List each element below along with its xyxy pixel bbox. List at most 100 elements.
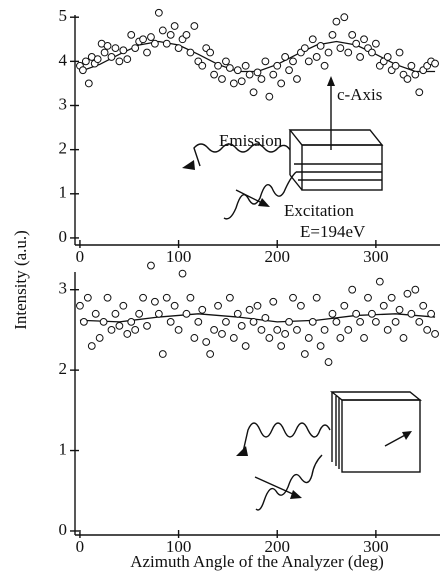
data-point [119, 301, 128, 310]
data-point [162, 293, 171, 302]
data-point [395, 48, 404, 57]
data-point [371, 39, 380, 48]
data-point [166, 317, 175, 326]
data-point [316, 42, 325, 50]
y-tick-label: 1 [59, 439, 68, 458]
data-point [383, 326, 392, 334]
data-point [340, 13, 349, 22]
x-tick-label: 100 [166, 537, 192, 556]
fit-line [79, 313, 436, 323]
data-point [352, 309, 361, 318]
annotation: c-Axis [337, 85, 382, 104]
data-point [115, 321, 124, 330]
data-point [210, 70, 218, 79]
data-point [182, 30, 191, 39]
data-point [281, 330, 290, 338]
data-point [87, 342, 96, 350]
data-point [93, 55, 102, 64]
data-point [431, 330, 439, 338]
data-point [198, 61, 207, 70]
data-point [249, 317, 258, 326]
data-point [151, 297, 159, 306]
y-tick-label: 3 [59, 279, 68, 298]
data-point [332, 17, 341, 26]
annotation: Excitation [284, 201, 354, 220]
data-point [158, 26, 167, 35]
data-point [214, 61, 222, 70]
data-point [293, 75, 301, 83]
data-point [100, 48, 109, 57]
data-point [399, 334, 408, 342]
data-point [210, 326, 218, 334]
data-point [206, 48, 215, 57]
data-point [76, 301, 84, 310]
data-point [115, 57, 124, 66]
x-tick-label: 300 [363, 247, 389, 266]
data-point [249, 88, 258, 97]
data-point [336, 44, 345, 53]
data-point [364, 293, 372, 302]
data-point [411, 70, 420, 79]
data-point [312, 53, 321, 61]
data-point [222, 57, 230, 66]
x-tick-label: 200 [264, 537, 290, 556]
data-point [324, 358, 333, 366]
annotation: E=194eV [300, 222, 366, 241]
data-point [265, 92, 274, 101]
x-tick-label: 300 [363, 537, 389, 556]
data-point [273, 61, 282, 70]
x-tick-label: 100 [166, 247, 192, 266]
data-point [218, 75, 226, 83]
data-point [158, 350, 167, 358]
data-point [261, 57, 270, 66]
data-point [336, 334, 345, 342]
data-point [340, 301, 349, 310]
data-point [190, 334, 199, 342]
data-point [379, 301, 388, 310]
data-point [356, 317, 364, 326]
data-point [257, 75, 266, 83]
data-point [407, 309, 416, 318]
data-point [356, 53, 364, 61]
data-point [111, 44, 120, 53]
data-point [253, 301, 262, 310]
data-point [174, 44, 183, 53]
data-point [206, 350, 215, 358]
data-point [257, 326, 266, 334]
data-point [403, 75, 412, 83]
data-point [154, 8, 163, 17]
data-point [166, 30, 175, 39]
data-point [139, 35, 147, 44]
data-point [391, 317, 400, 326]
data-point [170, 22, 179, 30]
sample-diagram [182, 76, 384, 220]
data-point [344, 326, 353, 334]
data-point [123, 330, 132, 338]
data-point [281, 53, 290, 61]
data-point [103, 42, 112, 50]
data-point [84, 79, 93, 88]
data-point [147, 33, 155, 41]
data-point [151, 39, 159, 48]
data-point [371, 317, 380, 326]
data-point [95, 334, 104, 342]
data-point [348, 285, 357, 294]
data-point [218, 330, 226, 338]
data-point [135, 309, 144, 318]
data-point [107, 53, 116, 61]
data-point [143, 48, 151, 57]
data-point [154, 309, 163, 318]
data-point [368, 309, 376, 318]
data-point [423, 326, 432, 334]
x-tick-label: 0 [76, 247, 85, 266]
data-point [277, 79, 286, 88]
data-point [182, 309, 191, 318]
data-point [383, 53, 392, 61]
y-tick-label: 3 [59, 94, 68, 113]
data-point [328, 30, 337, 39]
data-point [253, 68, 262, 77]
data-point [79, 317, 88, 326]
sample-diagram [236, 391, 422, 511]
data-point [214, 301, 222, 310]
